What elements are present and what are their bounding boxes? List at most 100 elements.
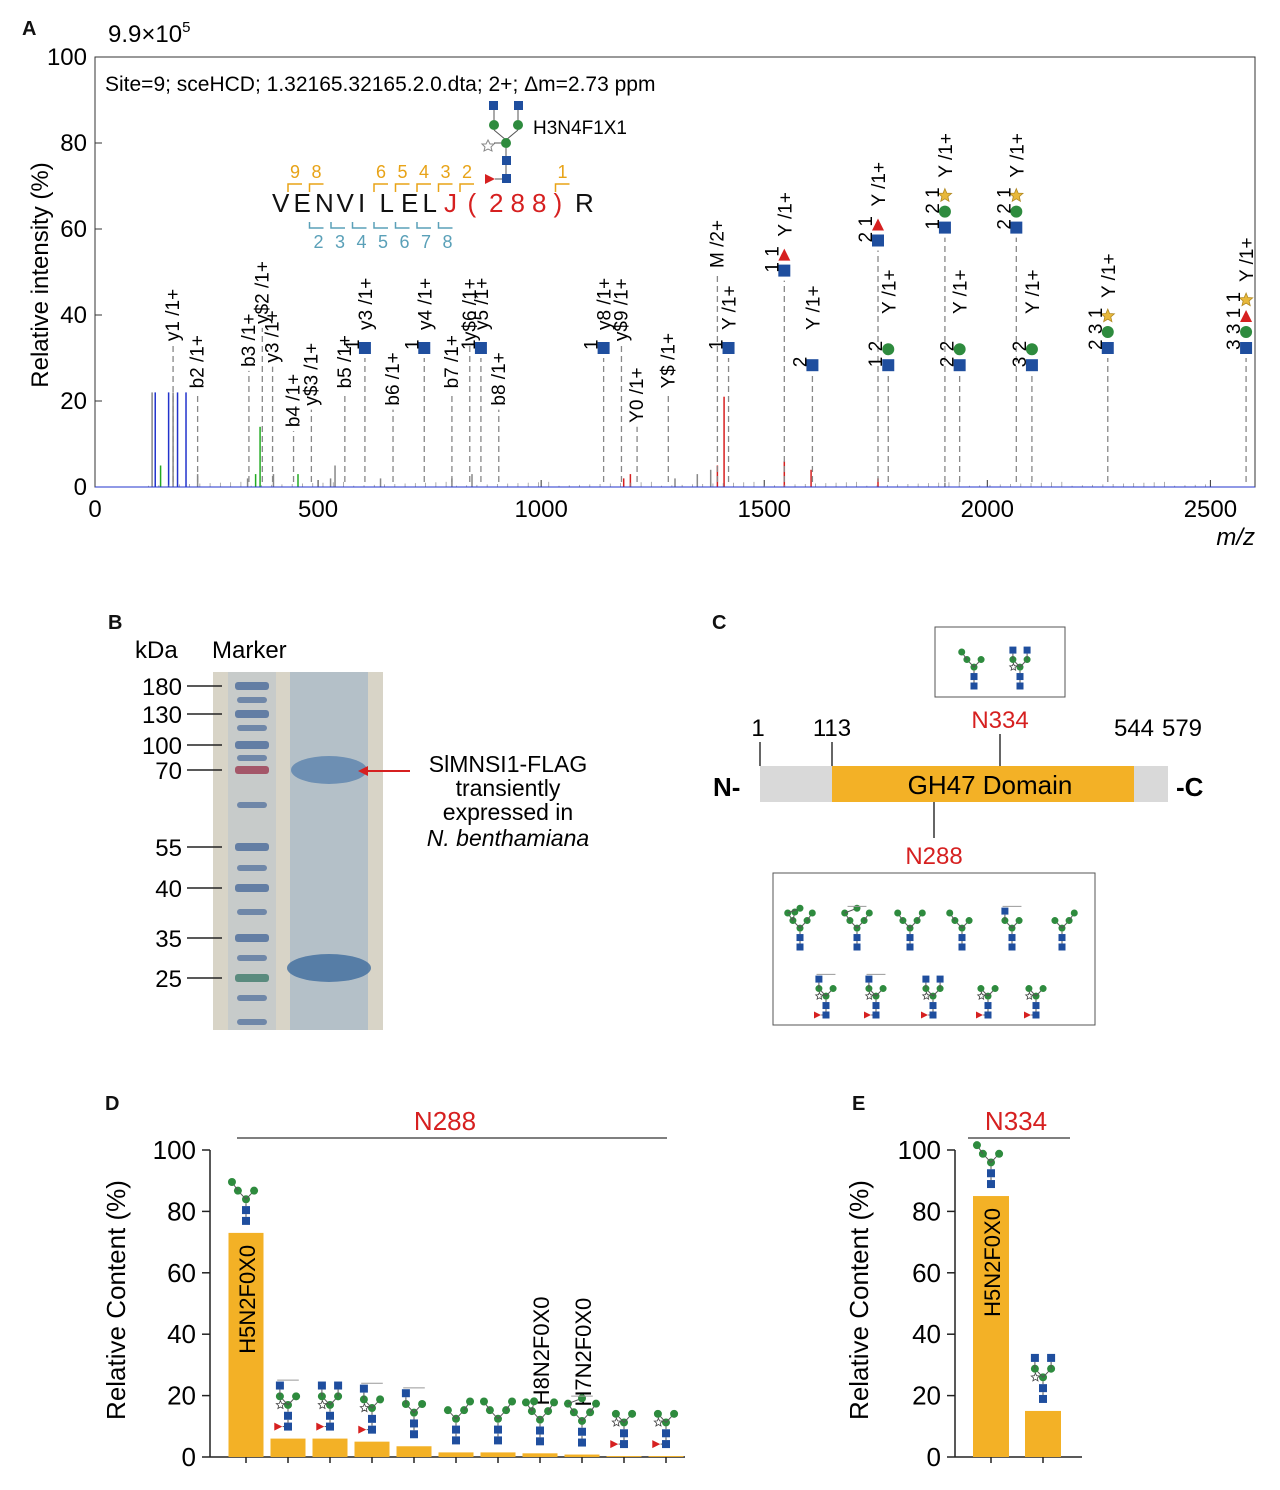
- bar: [1025, 1410, 1061, 1457]
- hexnac-icon: [958, 934, 966, 942]
- gel-marker-label: 25: [155, 966, 182, 993]
- gel-band-70: [291, 756, 367, 784]
- hexnac-icon: [1023, 646, 1031, 654]
- hexnac-icon: [620, 1440, 628, 1449]
- hexnac-icon: [970, 673, 978, 681]
- b-ion-number: 1: [558, 162, 568, 182]
- hexose-icon: [894, 909, 902, 917]
- bar: [270, 1438, 306, 1457]
- gel-ladder-band: [235, 766, 269, 774]
- hexnac-icon: [778, 264, 791, 277]
- gel-marker-label: 100: [142, 733, 182, 760]
- glyco-ion-label: Y /1+: [1099, 253, 1120, 298]
- hexnac-icon: [368, 1414, 376, 1423]
- xylose-icon: [814, 991, 824, 1001]
- hexnac-icon: [334, 1381, 343, 1390]
- panel-c-domain-map: N334 1 113 544 579 N- GH47 Domain -C N28…: [713, 626, 1204, 1026]
- gel-ladder-band: [237, 1019, 267, 1025]
- hexose-icon: [938, 205, 951, 218]
- hexnac-icon: [853, 943, 861, 951]
- hexnac-icon: [410, 1430, 418, 1439]
- hexnac-icon: [906, 943, 914, 951]
- panel-a-spectrum: 9.9×105 Site=9; sceHCD; 1.32165.32165.2.…: [27, 19, 1258, 551]
- fucose-icon: [813, 1011, 821, 1019]
- peptide-residue: V: [272, 188, 290, 218]
- hexnac-icon: [872, 234, 884, 247]
- gel-marker-label: 180: [142, 674, 182, 701]
- fucose-icon: [778, 248, 791, 261]
- hexnac-icon: [1008, 934, 1016, 942]
- spectrum-ylabel: Relative intensity (%): [27, 162, 54, 387]
- site-n288-label: N288: [905, 843, 962, 870]
- b-ion-bracket: [394, 183, 410, 192]
- b-ion-bracket: [416, 183, 431, 192]
- e-ylabel: Relative Content (%): [844, 1180, 874, 1420]
- panel-letter-e: E: [852, 1093, 866, 1115]
- hexnac-icon: [494, 1425, 502, 1434]
- bar: [522, 1453, 558, 1457]
- hexnac-icon: [401, 1389, 410, 1398]
- y-tick-label: 100: [153, 1135, 196, 1165]
- y-ion-number: 4: [357, 232, 367, 252]
- panel-letter-a: A: [22, 18, 37, 40]
- max-intensity-label: 9.9×105: [108, 19, 190, 48]
- hexose-icon: [592, 1399, 601, 1408]
- y-ion-number: 6: [400, 232, 410, 252]
- hexnac-icon: [984, 1002, 992, 1010]
- hexose-icon: [977, 985, 985, 993]
- attached-glycan-icon: [480, 101, 523, 184]
- hexnac-icon: [620, 1429, 628, 1438]
- hexnac-icon: [882, 359, 895, 372]
- hexose-icon: [882, 343, 895, 356]
- hexnac-icon: [597, 342, 610, 354]
- hexose-icon: [958, 648, 966, 656]
- y-tick-label: 40: [60, 302, 87, 329]
- panel-letter-b: B: [108, 612, 123, 634]
- y-ion-bracket: [394, 222, 410, 229]
- hexnac-icon: [1032, 1002, 1040, 1010]
- fucose-icon: [920, 1011, 928, 1019]
- glyco-count: 1 2 1: [923, 187, 944, 229]
- b-ion-bracket: [437, 183, 453, 192]
- hexnac-icon: [578, 1438, 586, 1447]
- spectrum-ion-labels: y1 /1+b2 /1+ b3 /1+y$2 /1+y3 /1+b4 /1+y$3…: [163, 220, 728, 482]
- ion-label: y$6 /1+: [460, 278, 481, 341]
- glyco-ion-label: y4 /1+: [415, 278, 436, 330]
- glyco-ion-label: Y /1+: [720, 285, 741, 330]
- hexose-icon: [808, 909, 816, 917]
- glyco-ion-label: Y /1+: [951, 269, 972, 314]
- e-bar-glycans: [972, 1141, 1056, 1403]
- y-tick-label: 40: [167, 1319, 196, 1349]
- x-tick-label: 1500: [738, 496, 791, 523]
- bar: [606, 1456, 642, 1457]
- glyco-ion-label: Y /1+: [775, 192, 796, 237]
- peptide-residue: V: [337, 188, 355, 218]
- x-tick-label: 0: [88, 496, 101, 523]
- hexose-icon: [508, 1397, 517, 1406]
- hexose-icon: [479, 1397, 488, 1406]
- ion-label: y$9 /1+: [611, 278, 632, 341]
- hexnac-icon: [474, 342, 487, 354]
- hexnac-icon: [1025, 359, 1038, 372]
- y-tick-label: 80: [167, 1196, 196, 1226]
- hexnac-icon: [662, 1429, 670, 1438]
- b-ion-number: 4: [419, 162, 429, 182]
- xylose-icon: [937, 187, 953, 203]
- bar-label: H8N2F0X0: [529, 1296, 554, 1405]
- bar: [354, 1441, 390, 1457]
- glyco-count: 2: [790, 357, 811, 368]
- bar: [648, 1456, 684, 1457]
- y-ion-number: 5: [378, 232, 388, 252]
- hexose-icon: [1015, 917, 1023, 925]
- fucose-icon: [358, 1425, 367, 1434]
- hexose-icon: [1025, 343, 1038, 356]
- xylose-icon: [611, 1417, 622, 1427]
- spectrum-glyco-labels: 1 y3 /1+ 1 y4 /1+ 1 y5 /1+ 1 y8 /1+ 1 Y /1+ 1 1 Y /…: [343, 133, 1258, 482]
- spectrum-peaks: [95, 392, 1255, 488]
- b-ion-bracket: [554, 183, 570, 192]
- hexose-icon: [953, 343, 966, 356]
- b-ion-number: 6: [376, 162, 386, 182]
- hexose-icon: [628, 1409, 637, 1418]
- y-ion-bracket: [351, 222, 367, 229]
